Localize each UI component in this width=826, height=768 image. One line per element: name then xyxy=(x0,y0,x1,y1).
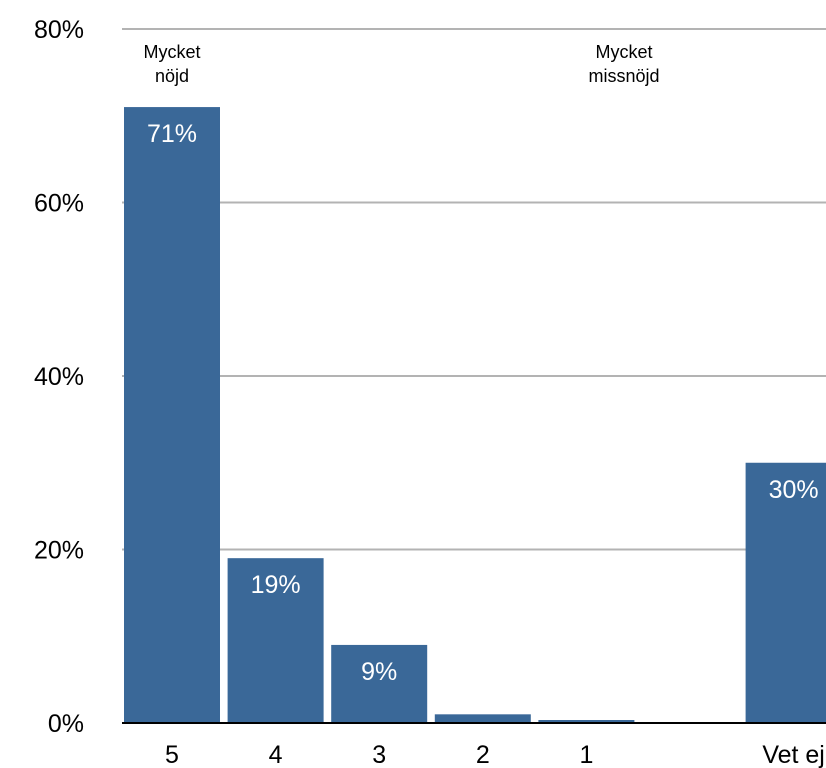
x-tick-label: 5 xyxy=(165,741,179,768)
annotation-line: nöjd xyxy=(155,66,189,86)
bar xyxy=(434,714,531,723)
data-label: 19% xyxy=(251,571,301,599)
data-label: 1% xyxy=(465,730,501,758)
x-tick-label: 3 xyxy=(372,741,386,768)
x-axis-labels: 5 4 3 2 1 Vet ej xyxy=(165,741,825,768)
value-labels: 71% 19% 9% 1% 0% 30% xyxy=(147,120,819,758)
data-label: 30% xyxy=(769,476,819,504)
annotations: Mycket nöjd Mycket missnöjd xyxy=(143,42,659,86)
data-label: 0% xyxy=(568,730,604,758)
y-axis-ticks: 0% 20% 40% 60% 80% xyxy=(34,16,84,738)
annotation-line: missnöjd xyxy=(588,66,659,86)
x-tick-label: Vet ej xyxy=(762,741,825,768)
y-tick-label: 80% xyxy=(34,16,84,44)
x-tick-label: 1 xyxy=(579,741,593,768)
bar xyxy=(745,462,826,723)
y-tick-label: 40% xyxy=(34,363,84,391)
gridlines xyxy=(122,28,826,551)
data-label: 9% xyxy=(361,658,397,686)
bar xyxy=(331,644,428,723)
x-tick-label: 4 xyxy=(269,741,283,768)
data-label: 71% xyxy=(147,120,197,148)
x-tick-label: 2 xyxy=(476,741,490,768)
bar xyxy=(124,107,220,723)
y-tick-label: 20% xyxy=(34,537,84,565)
annotation-line: Mycket xyxy=(595,42,652,62)
annotation-line: Mycket xyxy=(143,42,200,62)
y-tick-label: 0% xyxy=(48,710,84,738)
bar xyxy=(538,720,635,723)
bars xyxy=(124,107,826,723)
y-tick-label: 60% xyxy=(34,190,84,218)
bar xyxy=(227,558,324,723)
